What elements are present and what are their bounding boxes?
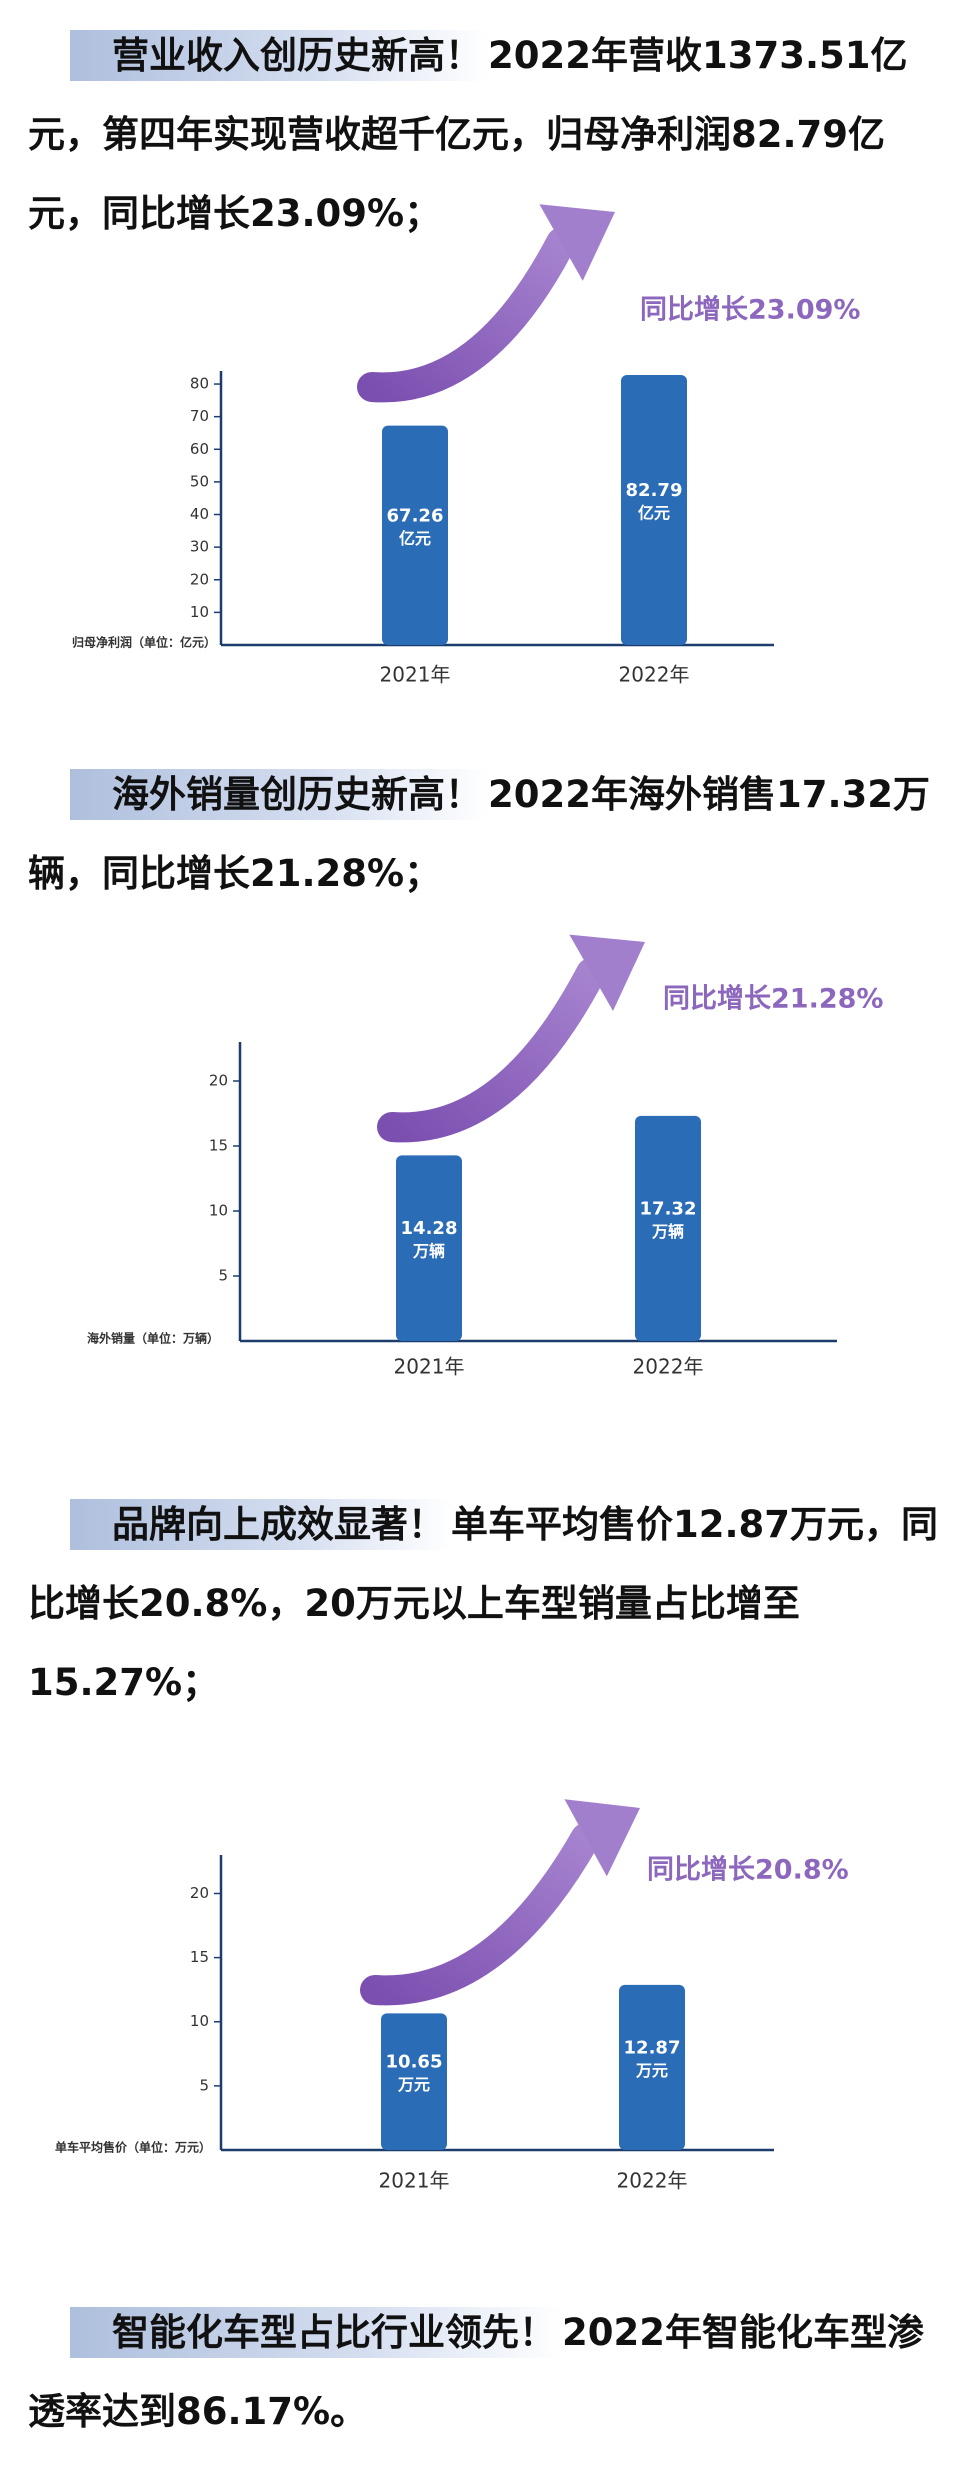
growth-arrow-head: [569, 934, 645, 1011]
value-label: 82.79: [626, 480, 683, 501]
x-tick-label: 2021年: [380, 663, 451, 687]
text: 单车平均售价12.87万元，同比增长20.8%，20万元以上车型销量占比增至15…: [28, 1503, 939, 1704]
y-axis-label: 归母净利润（单位：亿元）: [72, 635, 216, 650]
bar: [396, 1155, 462, 1341]
y-tick-label: 70: [190, 407, 209, 425]
y-axis-label: 单车平均售价（单位：万元）: [55, 2140, 211, 2155]
annotation: 同比增长23.09%: [640, 294, 860, 326]
y-tick-label: 15: [209, 1137, 228, 1155]
bar: [635, 1115, 701, 1341]
value-unit: 万元: [397, 2075, 430, 2094]
value-unit: 亿元: [638, 503, 670, 522]
value-unit: 万辆: [651, 1222, 684, 1241]
bar: [619, 1984, 685, 2150]
y-tick-label: 10: [209, 1202, 228, 1220]
y-tick-label: 10: [190, 2012, 209, 2030]
y-tick-label: 20: [190, 1884, 209, 1902]
value-unit: 万辆: [412, 1242, 445, 1261]
section-1: 营业收入创历史新高！ 2022年营收1373.51亿元，第四年实现营收超千亿元，归…: [28, 16, 948, 253]
bar: [621, 374, 687, 645]
section-4: 智能化车型占比行业领先！ 2022年智能化车型渗透率达到86.17%。: [28, 2293, 948, 2451]
y-tick-label: 60: [190, 440, 209, 458]
x-tick-label: 2021年: [394, 1355, 465, 1379]
y-tick-label: 40: [190, 505, 209, 523]
growth-arrow-head: [539, 204, 615, 281]
y-tick-label: 15: [190, 1948, 209, 1966]
value-label: 14.28: [401, 1218, 458, 1239]
bar: [381, 2013, 447, 2150]
value-unit: 万元: [635, 2061, 668, 2080]
annotation: 同比增长21.28%: [663, 983, 883, 1015]
value-label: 12.87: [624, 2037, 681, 2058]
text: 2022年智能化车型渗透率达到86.17%。: [28, 2311, 924, 2433]
value-label: 10.65: [386, 2052, 443, 2073]
text: 2022年营收1373.51亿元，第四年实现营收超千亿元，归母净利润82.79亿…: [28, 34, 908, 235]
bar: [382, 425, 448, 645]
x-tick-label: 2021年: [379, 2169, 450, 2193]
y-tick-label: 20: [209, 1072, 228, 1090]
y-tick-label: 5: [199, 2076, 209, 2094]
highlight: 海外销量创历史新高！: [70, 769, 488, 820]
x-tick-label: 2022年: [619, 663, 690, 687]
y-tick-label: 10: [190, 603, 209, 621]
growth-arrow-body: [377, 957, 607, 1143]
y-tick-label: 30: [190, 538, 209, 556]
section-2: 海外销量创历史新高！ 2022年海外销售17.32万辆，同比增长21.28%；: [28, 755, 948, 913]
value-unit: 亿元: [399, 529, 431, 548]
y-tick-label: 5: [218, 1267, 228, 1285]
y-axis-label: 海外销量（单位：万辆）: [87, 1331, 219, 1346]
growth-arrow-body: [357, 227, 577, 403]
growth-arrow-head: [564, 1799, 640, 1877]
value-label: 17.32: [640, 1198, 697, 1219]
value-label: 67.26: [387, 505, 444, 526]
y-tick-label: 50: [190, 472, 209, 490]
growth-arrow-body: [360, 1822, 601, 2006]
annotation: 同比增长20.8%: [647, 1854, 849, 1886]
y-tick-label: 80: [190, 375, 209, 393]
x-tick-label: 2022年: [633, 1355, 704, 1379]
text: 2022年海外销售17.32万辆，同比增长21.28%；: [28, 773, 931, 895]
x-tick-label: 2022年: [617, 2169, 688, 2193]
y-tick-label: 20: [190, 570, 209, 588]
highlight: 品牌向上成效显著！: [70, 1499, 451, 1550]
section-3: 品牌向上成效显著！ 单车平均售价12.87万元，同比增长20.8%，20万元以上车…: [28, 1485, 948, 1722]
highlight: 智能化车型占比行业领先！: [70, 2307, 562, 2358]
highlight: 营业收入创历史新高！: [70, 30, 488, 81]
